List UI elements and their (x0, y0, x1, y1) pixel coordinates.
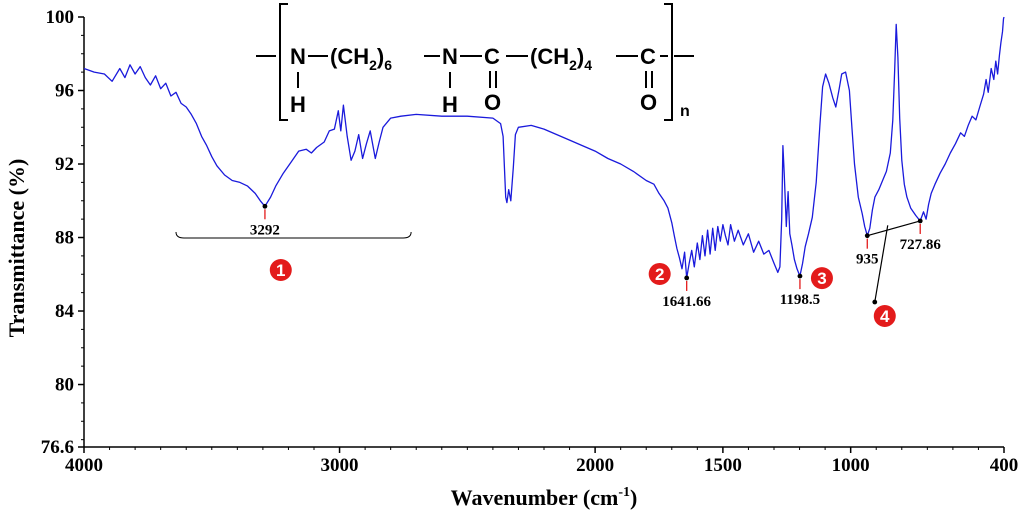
peak-label: 935 (856, 252, 879, 268)
peak-label: 1198.5 (780, 292, 820, 308)
peak-marker (797, 273, 803, 279)
struct-ch2-a-count: 6 (384, 57, 392, 73)
x-axis-title-main: Wavenumber (cm (451, 485, 619, 510)
series (83, 16, 1005, 279)
peak-label: 727.86 (900, 237, 942, 253)
pair-connector (867, 220, 921, 237)
struct-ch2-a: (CH2)6 (330, 44, 392, 73)
x-tick-label: 2000 (576, 455, 614, 476)
ticks: 4000 3000 2000 1500 1000 400 100 96 92 88 84 80 76.6 (41, 7, 1019, 476)
struct-o2: O (640, 90, 657, 115)
y-axis-title: Transmittance (%) (4, 159, 29, 338)
badge-4-number: 4 (880, 307, 890, 326)
struct-ch2-a-close: ) (377, 44, 384, 69)
pair-pointer (874, 225, 889, 303)
badge-4-circle (873, 305, 896, 328)
struct-c2: C (640, 44, 656, 69)
struct-ch2-b-count: 4 (584, 57, 592, 73)
x-tick-label: 1000 (832, 455, 870, 476)
struct-bracket-left (279, 3, 288, 121)
badge-2-number: 2 (655, 265, 664, 284)
struct-o1: O (484, 90, 501, 115)
x-axis-title-close: ) (630, 485, 637, 510)
y-tick-label: 100 (46, 7, 75, 28)
y-tick-label: 92 (55, 154, 74, 175)
struct-h2: H (442, 92, 458, 117)
badge-2-circle (648, 262, 671, 285)
polymer-structure: N H (CH2)6 N H C O (CH2)4 C O n (256, 3, 694, 121)
struct-c1: C (484, 44, 500, 69)
y-tick-label: 76.6 (41, 437, 74, 458)
badge-3-circle (810, 267, 833, 290)
struct-ch2-b-sub: 2 (569, 57, 577, 73)
struct-h1: H (290, 92, 306, 117)
struct-bracket-right (664, 3, 673, 121)
peak-marker (864, 233, 870, 239)
struct-ch2-b-close: ) (577, 44, 584, 69)
struct-n1: N (290, 44, 306, 69)
struct-n2: N (442, 44, 458, 69)
peak-marker (684, 275, 690, 281)
y-tick-label: 80 (55, 375, 74, 396)
struct-ch2-b-main: (CH (530, 44, 569, 69)
pointer-dot (872, 299, 878, 305)
badge-1-number: 1 (276, 261, 285, 280)
y-tick-label: 96 (55, 81, 74, 102)
badge-3-number: 3 (817, 269, 826, 288)
x-axis-title: Wavenumber (cm-1) (451, 485, 638, 510)
y-tick-label: 88 (55, 228, 74, 249)
x-tick-label: 400 (990, 455, 1019, 476)
struct-ch2-a-main: (CH (330, 44, 369, 69)
struct-repeat-n: n (680, 103, 690, 120)
badge-1-circle (269, 259, 292, 281)
y-tick-label: 84 (55, 301, 75, 322)
x-tick-label: 4000 (65, 455, 103, 476)
peak-marker (262, 203, 268, 209)
spectrum-line (83, 16, 1005, 279)
x-tick-label: 1500 (704, 455, 742, 476)
peak-label: 3292 (250, 222, 280, 238)
struct-ch2-a-sub: 2 (369, 57, 377, 73)
x-axis-title-sup: -1 (618, 485, 630, 500)
peak-label: 1641.66 (662, 294, 711, 310)
x-tick-label: 3000 (321, 455, 359, 476)
struct-ch2-b: (CH2)4 (530, 44, 592, 73)
annotations: 3292 1641.66 1198.5 935 727.86 1 2 3 4 (175, 203, 942, 328)
band-brace (175, 231, 412, 239)
